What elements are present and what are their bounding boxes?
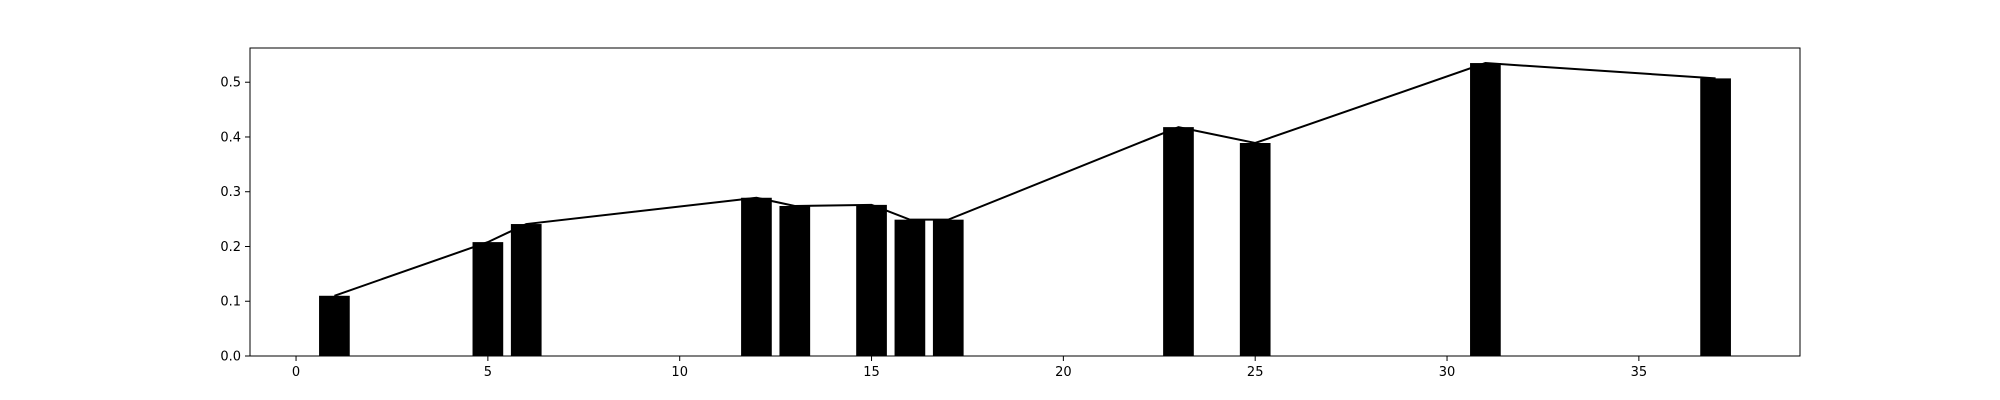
bar-25 bbox=[1239, 143, 1271, 356]
y-axis: 0.0 0.1 0.2 0.3 0.4 0.5 bbox=[220, 76, 250, 365]
y-tick-label-0.4: 0.4 bbox=[220, 130, 241, 145]
bar-17 bbox=[932, 219, 964, 356]
bar-31 bbox=[1470, 63, 1501, 357]
bar-16 bbox=[894, 219, 926, 356]
x-tick-label-15: 15 bbox=[863, 365, 880, 380]
bar-37 bbox=[1700, 78, 1731, 356]
y-tick-label-0.5: 0.5 bbox=[220, 76, 241, 91]
y-tick-label-0.1: 0.1 bbox=[220, 295, 241, 310]
plot-frame bbox=[249, 47, 1801, 357]
line-layer bbox=[334, 62, 1716, 297]
x-tick-label-0: 0 bbox=[292, 365, 300, 380]
x-tick-label-20: 20 bbox=[1055, 365, 1072, 380]
x-tick-label-10: 10 bbox=[671, 365, 688, 380]
x-tick-label-5: 5 bbox=[484, 365, 492, 380]
x-tick-label-35: 35 bbox=[1631, 365, 1648, 380]
bar-6 bbox=[510, 224, 542, 356]
bar-12 bbox=[741, 197, 772, 356]
y-tick-label-0.3: 0.3 bbox=[220, 185, 241, 200]
x-axis: 0 5 10 15 20 25 30 35 bbox=[292, 356, 1647, 380]
x-tick-label-30: 30 bbox=[1439, 365, 1456, 380]
series-line bbox=[334, 62, 1716, 297]
bar-1 bbox=[319, 295, 350, 356]
x-tick-label-25: 25 bbox=[1247, 365, 1264, 380]
bar-23 bbox=[1163, 127, 1194, 356]
bar-5 bbox=[472, 242, 504, 356]
y-tick-label-0.2: 0.2 bbox=[220, 240, 241, 255]
y-tick-label-0: 0.0 bbox=[220, 350, 241, 365]
bar-15 bbox=[856, 204, 887, 356]
bar-13 bbox=[779, 205, 811, 356]
bars-group bbox=[319, 63, 1731, 357]
